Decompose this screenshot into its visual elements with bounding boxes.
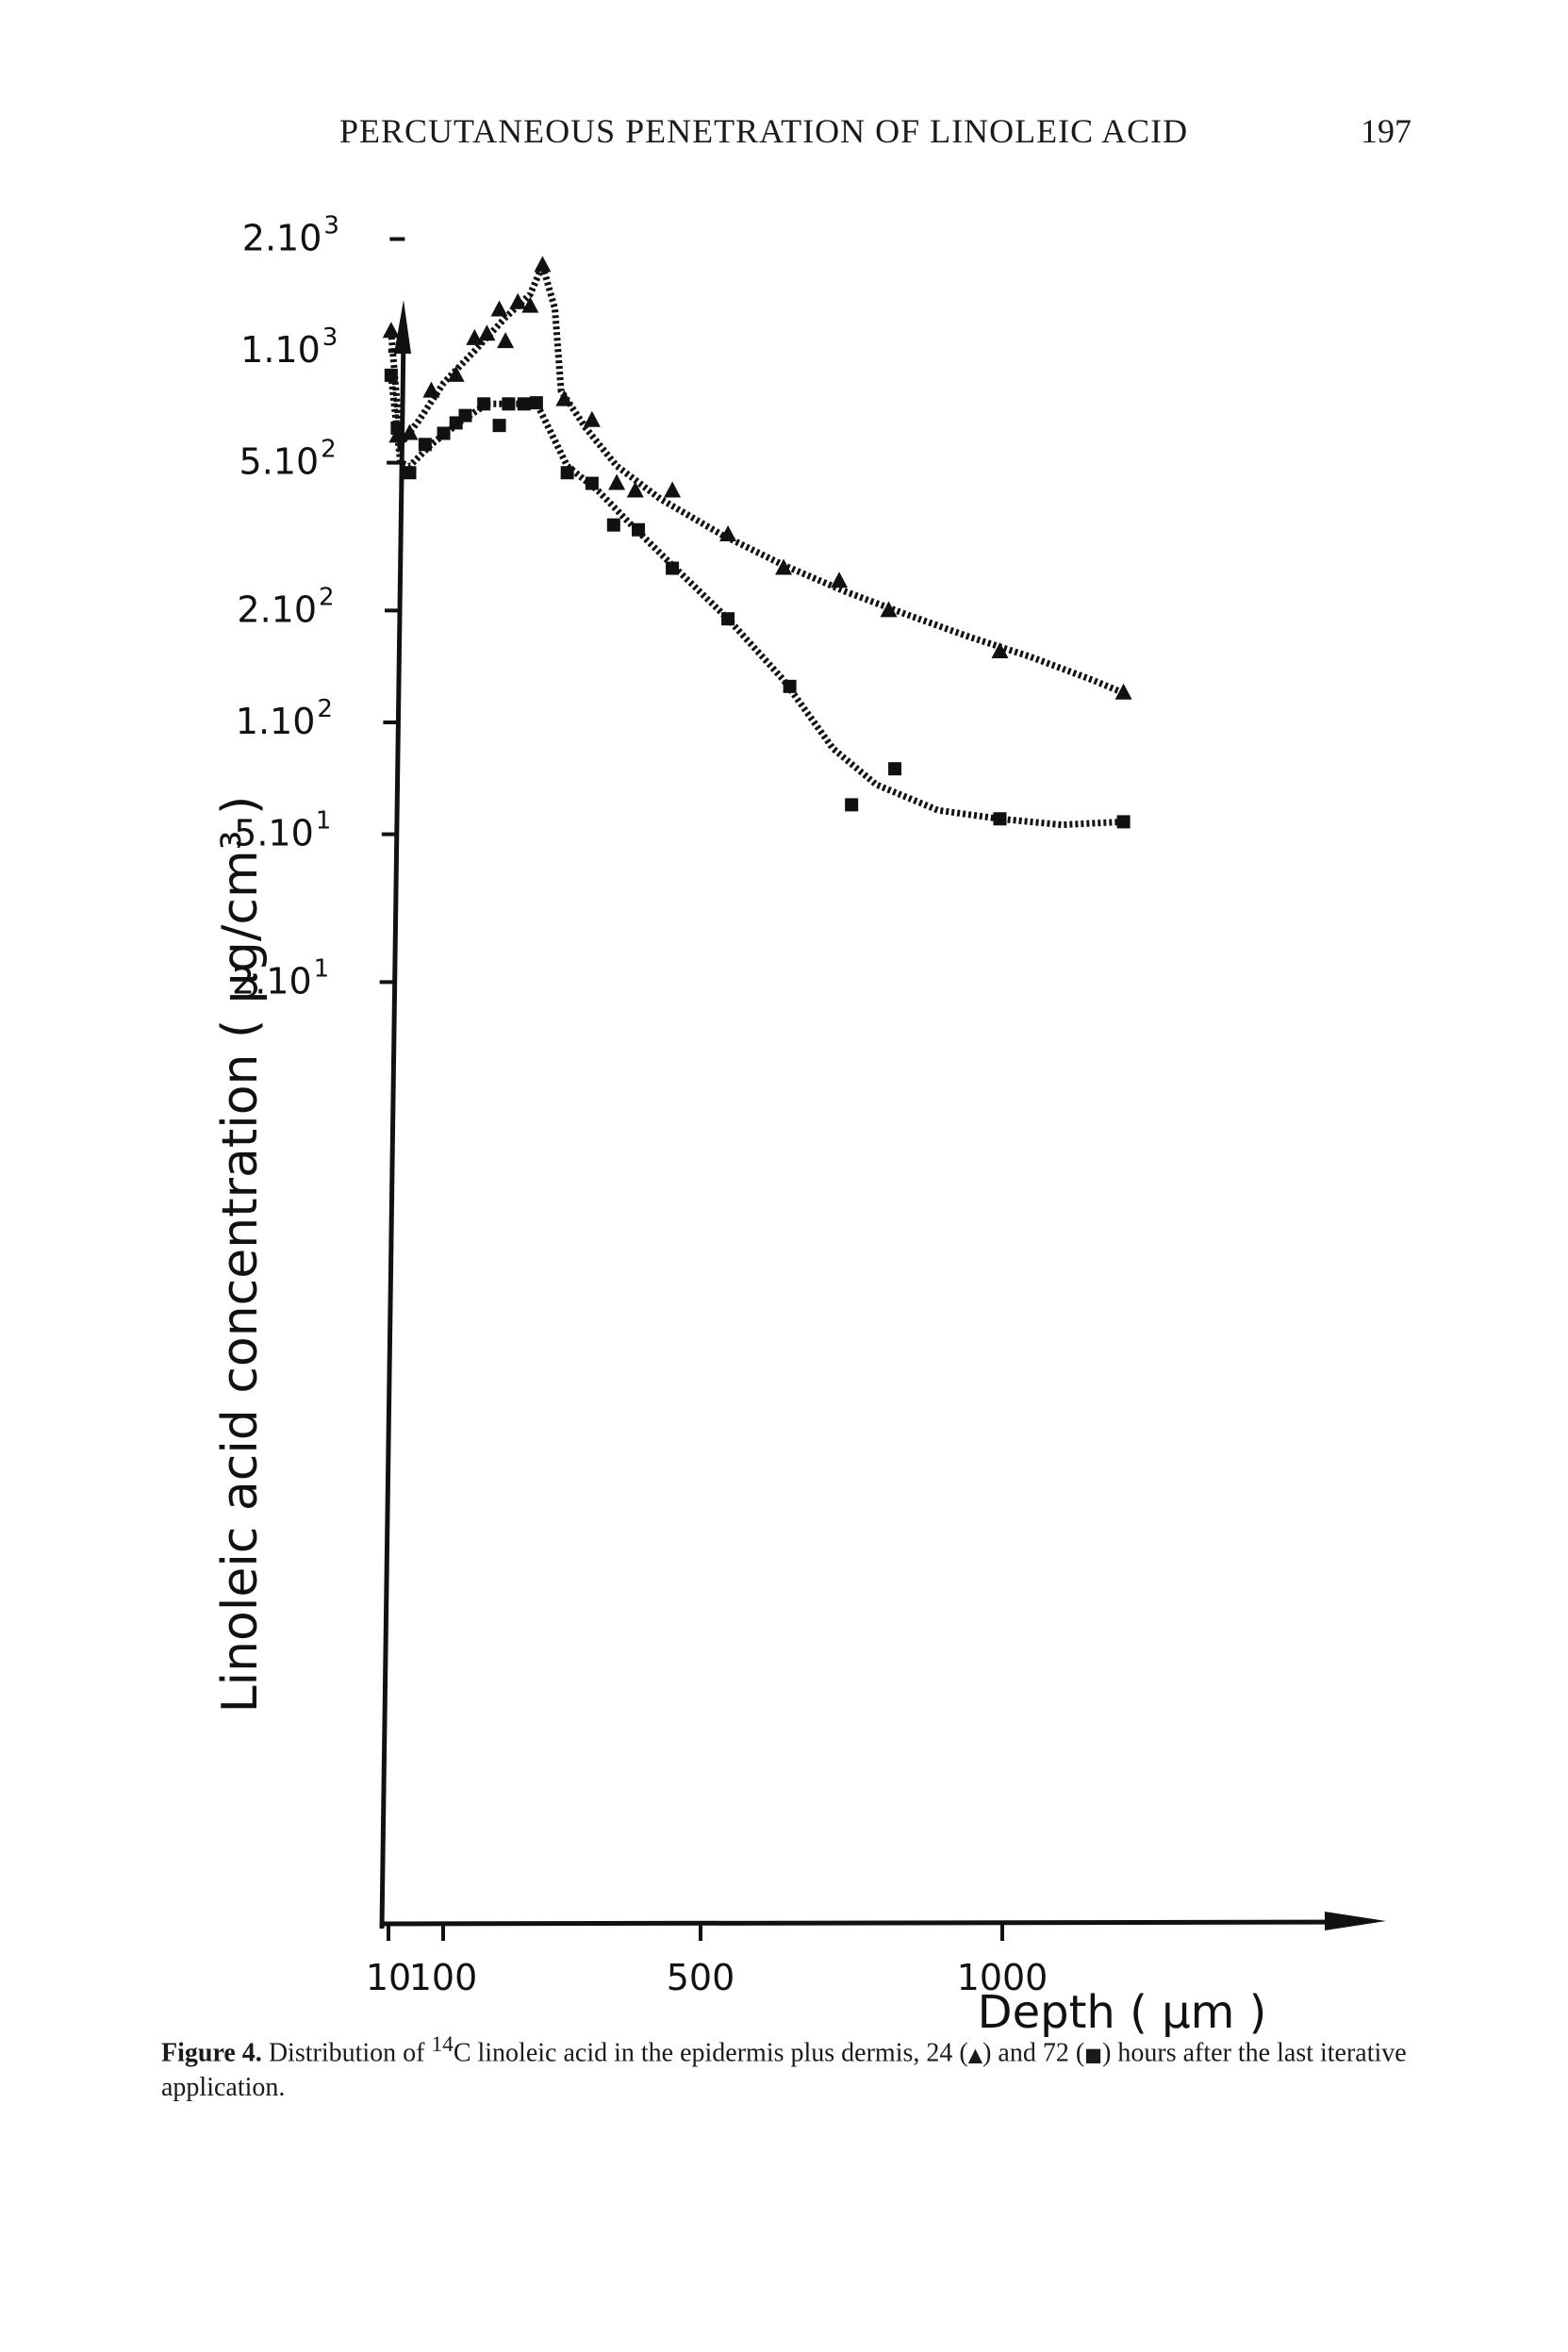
triangle-marker bbox=[664, 481, 682, 498]
x-tick-label: 100 bbox=[409, 1957, 478, 1998]
triangle-marker bbox=[534, 256, 552, 273]
y-tick-exponent: 3 bbox=[322, 323, 338, 352]
y-axis-line bbox=[379, 334, 406, 1930]
y-tick-exponent: 2 bbox=[321, 436, 337, 464]
y-axis-arrow bbox=[394, 300, 411, 354]
square-marker bbox=[477, 397, 491, 411]
triangle-marker bbox=[831, 571, 849, 588]
square-marker bbox=[888, 762, 902, 776]
square-marker bbox=[560, 466, 574, 480]
triangle-marker bbox=[555, 389, 573, 406]
triangle-marker bbox=[478, 324, 496, 341]
caption-text-b: C linoleic acid in the epidermis plus de… bbox=[453, 2038, 968, 2068]
caption-label: Figure 4. bbox=[161, 2038, 262, 2068]
page-number: 197 bbox=[1361, 112, 1411, 150]
triangle-marker bbox=[401, 423, 419, 440]
y-tick-label: 5.10 bbox=[234, 813, 314, 854]
running-title: PERCUTANEOUS PENETRATION OF LINOLEIC ACI… bbox=[339, 112, 1189, 150]
caption-text-c: ) and 72 ( bbox=[982, 2038, 1085, 2068]
square-marker bbox=[1116, 815, 1131, 829]
triangle-marker bbox=[466, 328, 484, 345]
square-marker bbox=[721, 612, 735, 626]
caption-text-a: Distribution of bbox=[261, 2038, 432, 2068]
triangle-marker bbox=[382, 322, 400, 339]
square-marker bbox=[492, 419, 506, 433]
x-axis-arrow bbox=[1325, 1912, 1386, 1930]
square-marker bbox=[517, 397, 531, 411]
triangle-marker bbox=[608, 473, 626, 490]
square-marker bbox=[418, 438, 432, 452]
figure-caption: Figure 4. Distribution of 14C linoleic a… bbox=[161, 2028, 1415, 2105]
square-marker bbox=[403, 466, 417, 480]
triangle-marker bbox=[1114, 683, 1132, 700]
series-square-curve bbox=[388, 374, 1124, 829]
square-marker bbox=[585, 476, 599, 490]
y-tick-label: 1.10 bbox=[240, 329, 321, 371]
y-tick-exponent: 2 bbox=[319, 583, 335, 611]
triangle-marker bbox=[991, 642, 1009, 659]
square-marker bbox=[632, 522, 646, 537]
triangle-marker bbox=[490, 300, 508, 317]
square-marker bbox=[529, 396, 543, 410]
square-icon: ■ bbox=[1084, 2043, 1103, 2066]
data-markers bbox=[382, 256, 1132, 829]
y-tick-exponent: 2 bbox=[317, 695, 333, 723]
triangle-marker bbox=[583, 410, 601, 427]
x-tick-label: 500 bbox=[667, 1957, 735, 1998]
y-tick-exponent: 1 bbox=[314, 954, 330, 983]
triangle-marker bbox=[775, 558, 793, 575]
y-tick-exponent: 3 bbox=[323, 212, 339, 240]
square-marker bbox=[993, 812, 1007, 826]
y-tick-exponent: 1 bbox=[316, 807, 332, 836]
x-tick-label: 10 bbox=[366, 1957, 411, 1998]
y-tick-label: 2.10 bbox=[237, 588, 317, 630]
y-tick-label: 2.10 bbox=[232, 960, 312, 1002]
square-marker bbox=[783, 679, 797, 693]
triangle-marker bbox=[719, 525, 737, 542]
y-tick-label: 2.10 bbox=[242, 218, 322, 259]
y-tick-label: 5.10 bbox=[239, 441, 320, 483]
triangle-icon: ▲ bbox=[967, 2043, 983, 2066]
square-marker bbox=[606, 518, 620, 532]
x-tick-label: 1000 bbox=[957, 1957, 1048, 1998]
x-axis-label: Depth ( µm ) bbox=[978, 1986, 1267, 2039]
square-marker bbox=[666, 561, 680, 575]
y-tick-label: 1.10 bbox=[236, 701, 316, 742]
triangle-marker bbox=[509, 292, 527, 309]
square-marker bbox=[458, 408, 472, 422]
square-marker bbox=[502, 397, 516, 411]
y-axis-label: Linoleic acid concentration ( µg/cm³ ) bbox=[212, 796, 269, 1714]
triangle-marker bbox=[497, 332, 515, 349]
x-axis-line bbox=[381, 1919, 1363, 1927]
square-marker bbox=[437, 426, 451, 440]
triangle-marker bbox=[626, 481, 644, 498]
triangle-marker bbox=[880, 601, 898, 618]
square-marker bbox=[390, 421, 404, 435]
triangle-marker bbox=[521, 296, 539, 313]
series-triangle-curve bbox=[388, 255, 1125, 697]
square-marker bbox=[845, 798, 859, 812]
fitted-curves bbox=[388, 255, 1125, 829]
y-axis-ticks: 2.10 31.10 35.10 22.10 21.10 25.10 12.10 1 bbox=[232, 212, 405, 1002]
triangle-marker bbox=[447, 365, 465, 382]
square-marker bbox=[384, 368, 398, 382]
caption-superscript: 14 bbox=[431, 2032, 454, 2057]
triangle-marker bbox=[422, 381, 440, 398]
caption-text-d: ) hours after the last iterative applica… bbox=[161, 2038, 1407, 2103]
